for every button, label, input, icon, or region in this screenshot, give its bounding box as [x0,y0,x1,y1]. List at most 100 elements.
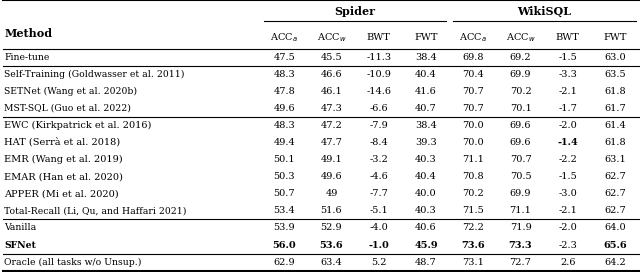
Text: BWT: BWT [556,33,580,42]
Text: 41.6: 41.6 [415,87,437,96]
Text: 72.7: 72.7 [509,258,531,267]
Text: 70.7: 70.7 [463,87,484,96]
Text: Self-Training (Goldwasser et al. 2011): Self-Training (Goldwasser et al. 2011) [4,70,185,79]
Text: SFNet: SFNet [4,240,36,249]
Text: 61.7: 61.7 [604,104,626,113]
Text: -1.5: -1.5 [559,53,577,62]
Text: Fine-tune: Fine-tune [4,53,50,62]
Text: 73.3: 73.3 [509,240,532,249]
Text: 48.7: 48.7 [415,258,437,267]
Text: 47.8: 47.8 [273,87,295,96]
Text: 70.0: 70.0 [463,121,484,130]
Text: -3.0: -3.0 [559,189,577,198]
Text: 40.3: 40.3 [415,206,437,215]
Text: EWC (Kirkpatrick et al. 2016): EWC (Kirkpatrick et al. 2016) [4,121,152,130]
Text: -2.0: -2.0 [559,224,577,233]
Text: 69.2: 69.2 [509,53,531,62]
Text: BWT: BWT [367,33,390,42]
Text: 39.3: 39.3 [415,138,437,147]
Text: 70.4: 70.4 [463,70,484,79]
Text: 73.6: 73.6 [461,240,485,249]
Text: ACC$_w$: ACC$_w$ [317,31,346,44]
Text: 38.4: 38.4 [415,53,437,62]
Text: ACC$_w$: ACC$_w$ [506,31,536,44]
Text: -7.9: -7.9 [369,121,388,130]
Text: -14.6: -14.6 [366,87,391,96]
Text: 62.7: 62.7 [604,206,626,215]
Text: 49.1: 49.1 [321,155,342,164]
Text: 70.0: 70.0 [463,138,484,147]
Text: 70.2: 70.2 [509,87,531,96]
Text: SETNet (Wang et al. 2020b): SETNet (Wang et al. 2020b) [4,87,138,96]
Text: 48.3: 48.3 [273,121,295,130]
Text: 64.0: 64.0 [604,224,626,233]
Text: 63.1: 63.1 [604,155,626,164]
Text: 49.6: 49.6 [273,104,295,113]
Text: 62.7: 62.7 [604,189,626,198]
Text: 72.2: 72.2 [462,224,484,233]
Text: 52.9: 52.9 [321,224,342,233]
Text: -2.3: -2.3 [558,240,577,249]
Text: 69.6: 69.6 [510,121,531,130]
Text: 73.1: 73.1 [462,258,484,267]
Text: 61.8: 61.8 [604,138,626,147]
Text: -3.2: -3.2 [369,155,388,164]
Text: 47.5: 47.5 [273,53,295,62]
Text: 47.2: 47.2 [321,121,342,130]
Text: -7.7: -7.7 [369,189,388,198]
Text: 71.1: 71.1 [462,155,484,164]
Text: 70.7: 70.7 [463,104,484,113]
Text: Total-Recall (Li, Qu, and Haffari 2021): Total-Recall (Li, Qu, and Haffari 2021) [4,206,187,215]
Text: -4.6: -4.6 [369,172,388,181]
Text: -6.6: -6.6 [369,104,388,113]
Text: EMR (Wang et al. 2019): EMR (Wang et al. 2019) [4,155,123,164]
Text: 71.5: 71.5 [463,206,484,215]
Text: 50.7: 50.7 [273,189,295,198]
Text: 56.0: 56.0 [273,240,296,249]
Text: -8.4: -8.4 [369,138,388,147]
Text: 40.7: 40.7 [415,104,437,113]
Text: -4.0: -4.0 [369,224,388,233]
Text: 48.3: 48.3 [273,70,295,79]
Text: 61.8: 61.8 [604,87,626,96]
Text: 47.3: 47.3 [321,104,342,113]
Text: 70.7: 70.7 [509,155,531,164]
Text: WikiSQL: WikiSQL [517,5,571,17]
Text: EMAR (Han et al. 2020): EMAR (Han et al. 2020) [4,172,124,181]
Text: 70.8: 70.8 [463,172,484,181]
Text: 49.6: 49.6 [321,172,342,181]
Text: -5.1: -5.1 [369,206,388,215]
Text: -2.1: -2.1 [558,206,577,215]
Text: 53.6: 53.6 [319,240,343,249]
Text: -2.1: -2.1 [558,87,577,96]
Text: -11.3: -11.3 [366,53,391,62]
Text: 49.4: 49.4 [273,138,295,147]
Text: 2.6: 2.6 [560,258,575,267]
Text: 69.9: 69.9 [510,189,531,198]
Text: 62.7: 62.7 [604,172,626,181]
Text: 69.8: 69.8 [463,53,484,62]
Text: -3.3: -3.3 [558,70,577,79]
Text: HAT (Serrà et al. 2018): HAT (Serrà et al. 2018) [4,138,120,147]
Text: 69.9: 69.9 [510,70,531,79]
Text: 65.6: 65.6 [604,240,627,249]
Text: 70.2: 70.2 [463,189,484,198]
Text: 40.4: 40.4 [415,70,437,79]
Text: 70.5: 70.5 [509,172,531,181]
Text: 38.4: 38.4 [415,121,437,130]
Text: 61.4: 61.4 [604,121,626,130]
Text: -1.0: -1.0 [368,240,389,249]
Text: -10.9: -10.9 [366,70,391,79]
Text: 51.6: 51.6 [321,206,342,215]
Text: 50.3: 50.3 [273,172,295,181]
Text: 63.4: 63.4 [321,258,342,267]
Text: ACC$_a$: ACC$_a$ [460,31,487,44]
Text: 63.0: 63.0 [604,53,626,62]
Text: 40.4: 40.4 [415,172,437,181]
Text: Vanilla: Vanilla [4,224,36,233]
Text: ACC$_a$: ACC$_a$ [270,31,298,44]
Text: 45.9: 45.9 [414,240,438,249]
Text: 40.6: 40.6 [415,224,437,233]
Text: 46.6: 46.6 [321,70,342,79]
Text: 47.7: 47.7 [321,138,342,147]
